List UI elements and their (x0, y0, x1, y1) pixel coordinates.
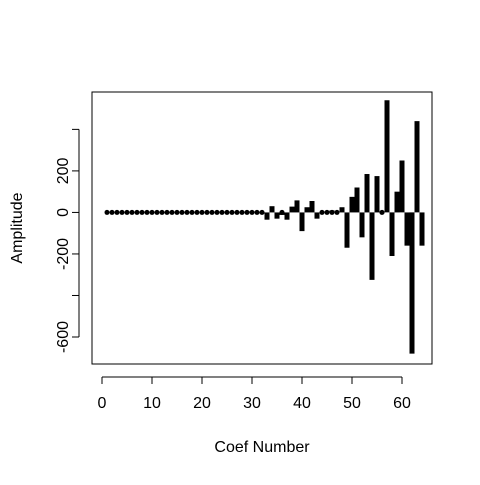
coef-point-28 (239, 209, 245, 215)
y-tick-label-0: 0 (55, 208, 72, 217)
coef-point-4 (119, 209, 125, 215)
x-axis-label: Coef Number (214, 439, 310, 456)
x-tick-label-50: 50 (343, 395, 361, 412)
coef-point-14 (169, 209, 175, 215)
coef-point-12 (159, 209, 165, 215)
x-tick-label-20: 20 (193, 395, 211, 412)
coef-point-20 (199, 209, 205, 215)
coef-point-24 (219, 209, 225, 215)
coef-point-13 (164, 209, 170, 215)
coef-point-36 (279, 209, 285, 215)
coef-point-47 (334, 209, 340, 215)
x-tick-label-10: 10 (143, 395, 161, 412)
coef-point-22 (209, 209, 215, 215)
coef-point-25 (224, 209, 230, 215)
coef-point-31 (254, 209, 260, 215)
coef-point-2 (109, 209, 115, 215)
coef-point-9 (144, 209, 150, 215)
coef-point-5 (124, 209, 130, 215)
coef-point-15 (174, 209, 180, 215)
coef-point-21 (204, 209, 210, 215)
x-tick-label-30: 30 (243, 395, 261, 412)
coef-point-46 (329, 209, 335, 215)
coef-point-23 (214, 209, 220, 215)
y-axis: -600 -200 0 200 (55, 128, 80, 353)
coef-point-26 (229, 209, 235, 215)
x-tick-label-60: 60 (393, 395, 411, 412)
x-axis: 0 10 20 30 40 50 60 (98, 376, 411, 412)
y-tick-label--600: -600 (55, 321, 72, 353)
y-axis-label: Amplitude (9, 192, 26, 263)
coef-point-7 (134, 209, 140, 215)
coef-point-11 (154, 209, 160, 215)
coef-point-30 (249, 209, 255, 215)
coef-point-6 (129, 209, 135, 215)
plot-frame (91, 91, 433, 365)
coef-point-1 (104, 209, 110, 215)
y-tick-label-200: 200 (55, 157, 72, 184)
coef-point-10 (149, 209, 155, 215)
coef-point-32 (259, 209, 265, 215)
coef-point-3 (114, 209, 120, 215)
coef-point-8 (139, 209, 145, 215)
coef-point-16 (179, 209, 185, 215)
bar-series (104, 100, 425, 354)
x-tick-label-0: 0 (98, 395, 107, 412)
coef-point-18 (189, 209, 195, 215)
coef-point-45 (324, 209, 330, 215)
coef-point-56 (379, 209, 385, 215)
coef-point-44 (319, 209, 325, 215)
y-tick-label--200: -200 (55, 238, 72, 270)
coef-point-27 (234, 209, 240, 215)
coef-point-17 (184, 209, 190, 215)
coef-point-29 (244, 209, 250, 215)
coef-point-19 (194, 209, 200, 215)
x-tick-label-40: 40 (293, 395, 311, 412)
